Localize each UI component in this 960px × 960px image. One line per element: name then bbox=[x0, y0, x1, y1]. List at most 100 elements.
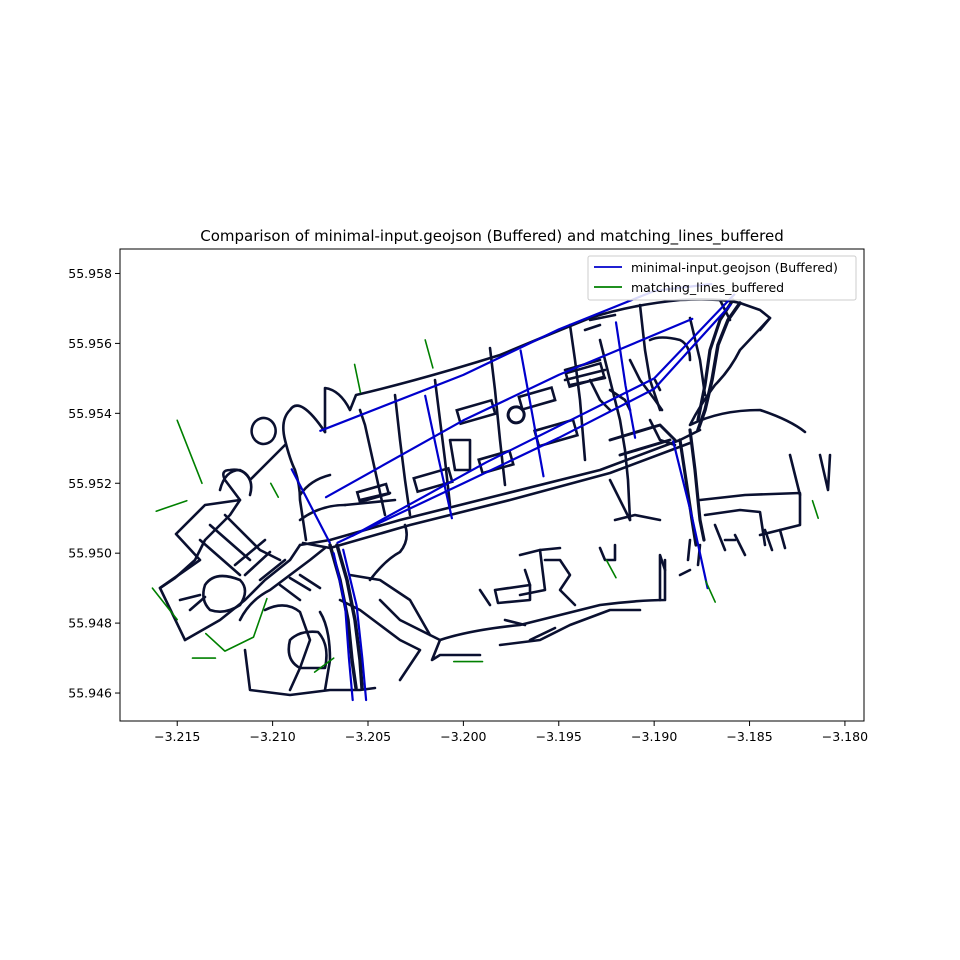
road-segment bbox=[358, 408, 387, 517]
legend-frame bbox=[587, 255, 857, 301]
road-segment bbox=[518, 548, 547, 597]
road-segment bbox=[488, 346, 507, 487]
series-line-minimal-input bbox=[290, 468, 331, 544]
road-segment bbox=[430, 638, 482, 662]
x-tick-label: −3.200 bbox=[440, 729, 486, 744]
series-line-minimal-input bbox=[351, 293, 736, 537]
chart-title: Comparison of minimal-input.geojson (Buf… bbox=[200, 227, 783, 246]
series-line-minimal-input bbox=[424, 394, 453, 520]
road-segment bbox=[538, 546, 577, 607]
road-segment bbox=[638, 303, 662, 412]
y-axis: 55.946 55.948 55.950 55.952 55.954 55.956 55.9… bbox=[68, 266, 120, 701]
series-line-matching-lines bbox=[605, 559, 617, 579]
road-segment bbox=[298, 473, 347, 522]
road-segment bbox=[348, 573, 432, 637]
road-segment bbox=[568, 323, 587, 462]
road-block bbox=[355, 482, 391, 504]
x-tick-label: −3.195 bbox=[536, 729, 582, 744]
road-segment bbox=[438, 558, 667, 642]
road-segment bbox=[703, 508, 767, 547]
road-segment bbox=[503, 618, 557, 642]
y-tick-label: 55.948 bbox=[68, 616, 112, 631]
x-tick-label: −3.190 bbox=[631, 729, 677, 744]
y-tick-label: 55.956 bbox=[68, 336, 112, 351]
series-line-matching-lines bbox=[704, 580, 716, 603]
y-tick-label: 55.958 bbox=[68, 266, 112, 281]
series-line-minimal-input bbox=[672, 440, 709, 590]
x-tick-label: −3.180 bbox=[822, 729, 868, 744]
road-segment bbox=[498, 608, 642, 647]
road-segment bbox=[583, 313, 617, 332]
x-tick-label: −3.185 bbox=[726, 729, 772, 744]
series-line-matching-lines bbox=[269, 482, 280, 498]
road-block bbox=[564, 361, 606, 389]
road-segment bbox=[287, 630, 328, 670]
series-lines bbox=[151, 282, 819, 702]
x-tick-label: −3.215 bbox=[154, 729, 200, 744]
x-tick-label: −3.210 bbox=[249, 729, 295, 744]
road-segment bbox=[648, 336, 692, 362]
road-segment bbox=[763, 528, 787, 552]
road-segment bbox=[448, 438, 472, 472]
road-segment bbox=[198, 513, 282, 577]
y-tick-label: 55.954 bbox=[68, 406, 112, 421]
road-segment bbox=[238, 546, 327, 622]
y-tick-label: 55.952 bbox=[68, 476, 112, 491]
road-segment bbox=[493, 583, 532, 605]
series-line-matching-lines bbox=[205, 597, 268, 652]
road-segment bbox=[588, 378, 612, 412]
road-segment bbox=[608, 478, 662, 522]
series-line-minimal-input bbox=[342, 548, 368, 702]
road-segment bbox=[688, 316, 707, 397]
road-segment bbox=[478, 568, 532, 607]
road-segment bbox=[698, 491, 802, 537]
x-tick-label: −3.205 bbox=[345, 729, 391, 744]
road-segment bbox=[202, 574, 247, 613]
road-segment bbox=[158, 498, 242, 642]
road-segment bbox=[758, 316, 772, 332]
road-segment bbox=[658, 553, 667, 602]
plot-area bbox=[151, 282, 832, 702]
legend-label-minimal-input: minimal-input.geojson (Buffered) bbox=[631, 260, 838, 275]
series-line-minimal-input bbox=[324, 317, 694, 499]
road-segment bbox=[263, 604, 312, 692]
legend-label-matching-lines: matching_lines_buffered bbox=[631, 280, 784, 295]
road-segment bbox=[218, 468, 253, 497]
road-segment bbox=[678, 568, 692, 577]
road-segment bbox=[178, 593, 207, 612]
road-segment bbox=[598, 543, 617, 562]
road-segment bbox=[368, 523, 408, 582]
series-line-minimal-input bbox=[519, 349, 545, 478]
series-line-minimal-input bbox=[332, 552, 354, 702]
series-line-matching-lines bbox=[313, 657, 335, 673]
series-line-matching-lines bbox=[424, 339, 434, 369]
y-tick-label: 55.950 bbox=[68, 546, 112, 561]
road-segment bbox=[628, 358, 664, 412]
road-segment bbox=[713, 523, 747, 557]
road-network bbox=[158, 298, 832, 697]
series-line-minimal-input bbox=[614, 321, 637, 439]
road-segment bbox=[696, 298, 735, 422]
road-segment bbox=[393, 393, 412, 517]
road-segment bbox=[506, 405, 526, 425]
series-line-matching-lines bbox=[176, 419, 203, 485]
axes-frame bbox=[119, 248, 865, 722]
series-line-matching-lines bbox=[353, 363, 362, 394]
series-line-matching-lines bbox=[811, 499, 819, 519]
road-segment bbox=[335, 543, 364, 690]
road-block bbox=[517, 385, 557, 412]
legend: minimal-input.geojson (Buffered) matchin… bbox=[587, 255, 857, 301]
road-segment bbox=[378, 598, 442, 642]
road-segment bbox=[278, 573, 322, 602]
road-segment bbox=[608, 423, 677, 457]
road-segment bbox=[788, 453, 832, 497]
road-segment bbox=[233, 538, 287, 582]
road-segment bbox=[678, 438, 698, 547]
road-segment bbox=[250, 416, 277, 446]
road-segment bbox=[183, 543, 302, 642]
road-segment bbox=[688, 428, 706, 542]
series-line-minimal-input bbox=[336, 303, 732, 544]
series-line-matching-lines bbox=[151, 587, 178, 621]
y-tick-label: 55.946 bbox=[68, 686, 112, 701]
